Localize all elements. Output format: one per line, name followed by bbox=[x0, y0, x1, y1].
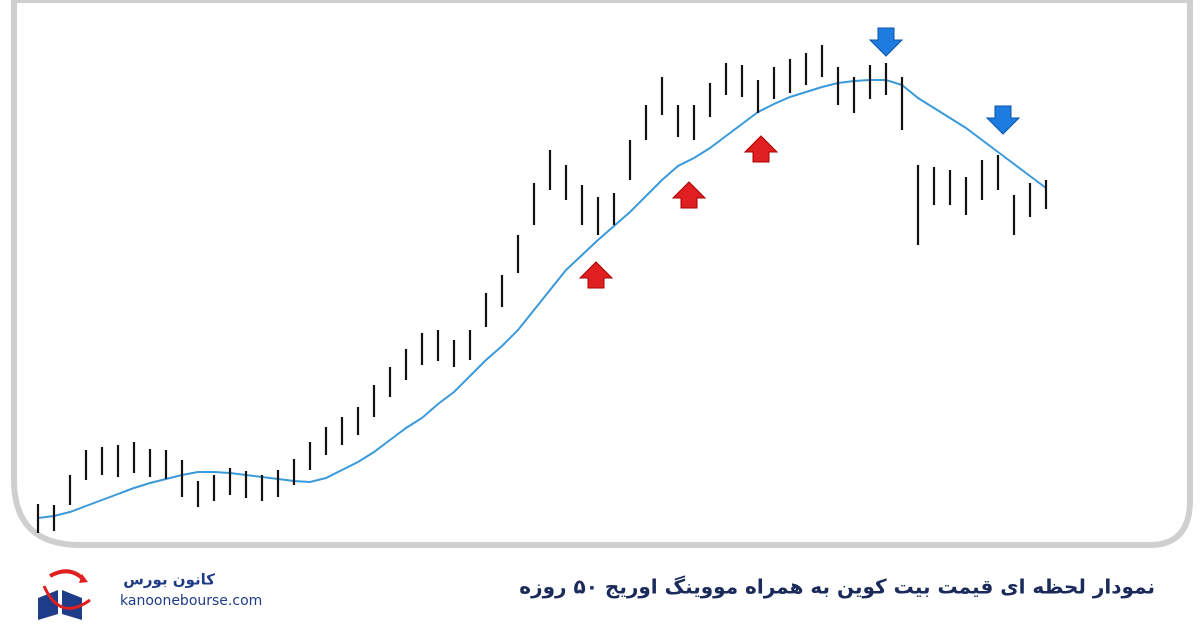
up-arrow bbox=[743, 135, 779, 163]
moving-average bbox=[37, 79, 1047, 519]
up-arrow bbox=[671, 181, 707, 209]
plot-area bbox=[36, 45, 1048, 533]
up-arrow bbox=[578, 261, 614, 289]
down-arrow bbox=[868, 27, 904, 57]
logo-name: کانون بورس bbox=[123, 571, 215, 589]
caption: نمودار لحظه ای قیمت بیت کوین به همراه مو… bbox=[519, 575, 1155, 599]
logo-icon bbox=[38, 569, 91, 620]
logo-site: kanoonebourse.com bbox=[120, 593, 262, 609]
down-arrow bbox=[985, 105, 1021, 135]
